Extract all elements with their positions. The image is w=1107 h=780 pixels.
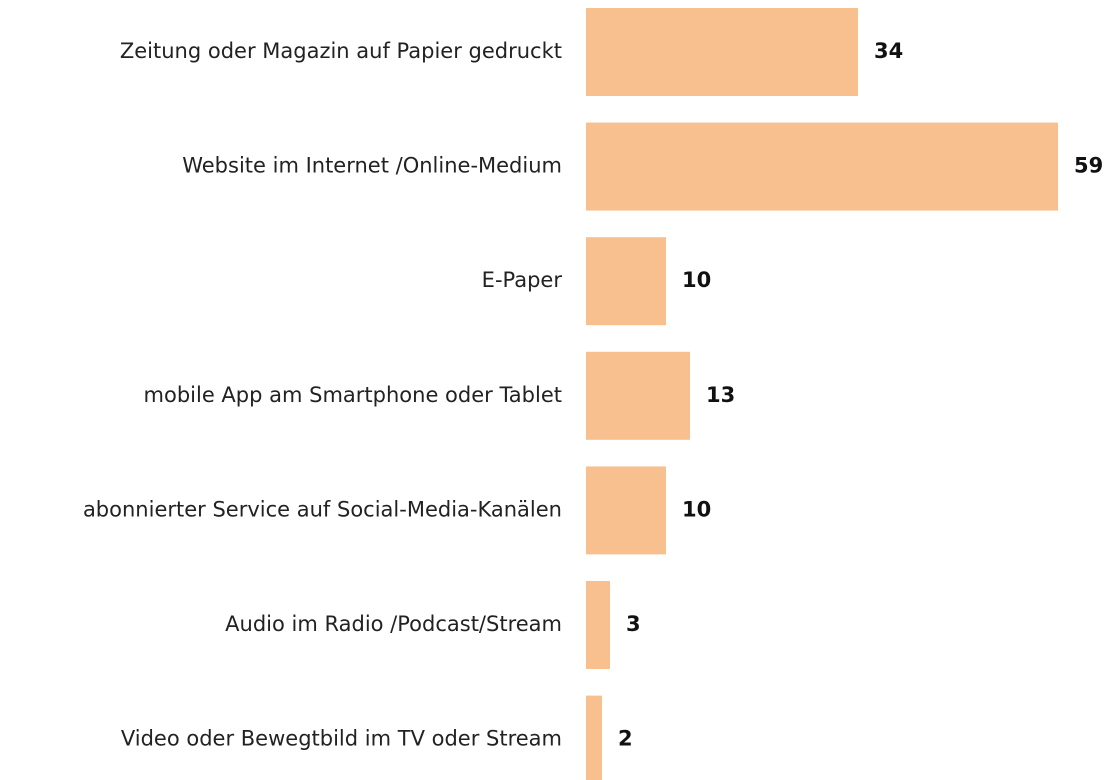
value-label: 10 [682,268,711,292]
bar [586,237,666,326]
category-label: mobile App am Smartphone oder Tablet [144,383,562,407]
value-label: 34 [874,39,903,63]
category-label: Zeitung oder Magazin auf Papier gedruckt [120,39,562,63]
category-label: E-Paper [482,268,563,292]
bar [586,466,666,555]
bar [586,122,1058,211]
category-label: Website im Internet /Online-Medium [182,154,562,178]
bar [586,8,858,96]
category-label: abonnierter Service auf Social-Media-Kan… [83,497,562,521]
bar [586,581,610,669]
value-label: 10 [682,497,711,521]
bar [586,351,690,440]
value-label: 2 [618,727,633,751]
bar [586,695,602,780]
value-label: 3 [626,612,641,636]
category-label: Video oder Bewegtbild im TV oder Stream [121,727,562,751]
value-label: 13 [706,383,735,407]
category-label: Audio im Radio /Podcast/Stream [225,612,562,636]
value-label: 59 [1074,154,1103,178]
